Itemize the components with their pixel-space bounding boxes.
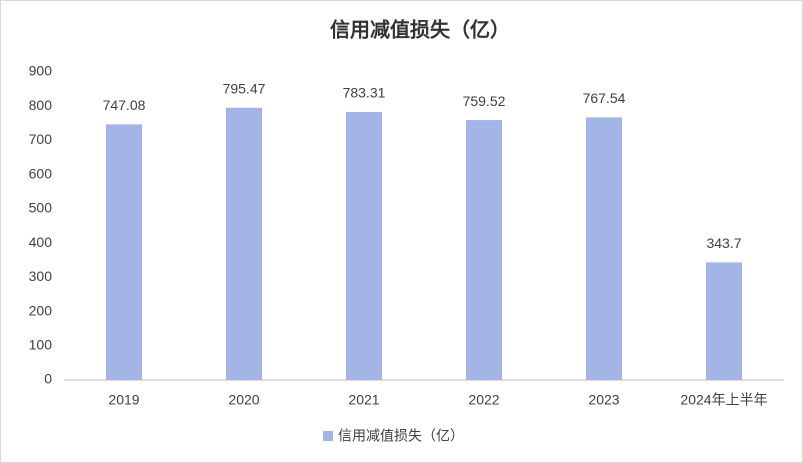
x-tick-label: 2024年上半年: [680, 392, 767, 408]
bar: [586, 117, 622, 381]
bar: [706, 262, 742, 380]
y-tick-label: 200: [29, 302, 53, 318]
y-tick-label: 700: [29, 131, 53, 147]
chart-title: 信用减值损失（亿）: [330, 17, 510, 41]
y-tick-label: 0: [44, 371, 52, 387]
data-label: 767.54: [583, 90, 626, 106]
y-tick-label: 900: [29, 63, 53, 79]
data-label: 795.47: [223, 80, 266, 96]
legend-swatch: [323, 431, 333, 441]
data-label: 783.31: [343, 85, 386, 101]
y-tick-label: 100: [29, 336, 53, 352]
data-label: 343.7: [706, 235, 741, 251]
x-tick-label: 2021: [348, 392, 379, 408]
y-tick-label: 400: [29, 234, 53, 250]
y-tick-label: 600: [29, 165, 53, 181]
y-tick-label: 300: [29, 268, 53, 284]
bar: [466, 120, 502, 380]
bar: [346, 111, 382, 381]
x-tick-label: 2020: [228, 392, 259, 408]
x-tick-label: 2022: [468, 392, 499, 408]
y-tick-label: 500: [29, 200, 53, 216]
bar: [106, 124, 142, 381]
data-label: 747.08: [103, 97, 146, 113]
x-tick-label: 2023: [588, 392, 619, 408]
data-label: 759.52: [463, 93, 506, 109]
legend-label: 信用减值损失（亿）: [338, 428, 464, 444]
x-tick-label: 2019: [108, 392, 139, 408]
y-tick-label: 800: [29, 97, 53, 113]
bar: [226, 107, 262, 380]
